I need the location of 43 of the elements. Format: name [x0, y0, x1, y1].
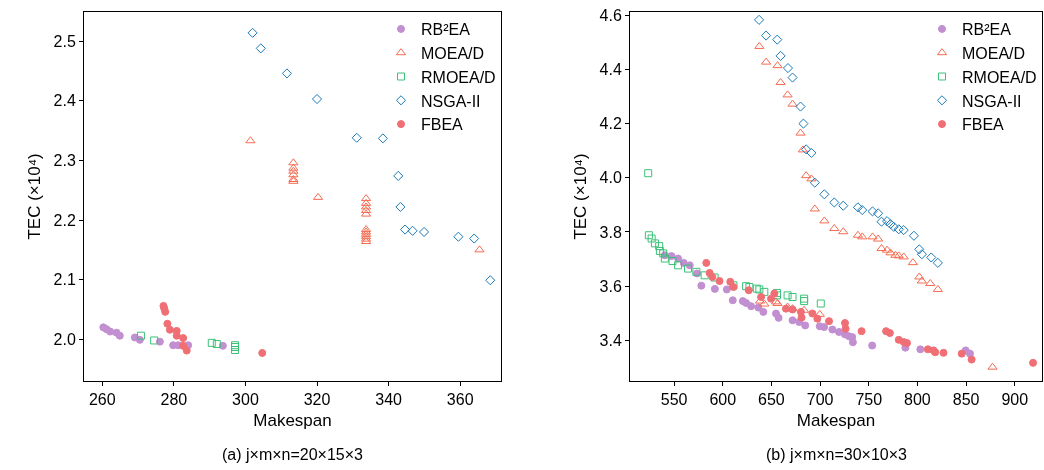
y-tick-label: 2.1 [53, 271, 76, 289]
legend-label: RB²EA [962, 21, 1012, 39]
y-tick-label: 2.5 [53, 32, 76, 50]
legend-label: NSGA-II [962, 92, 1022, 110]
x-tick-label: 600 [709, 391, 737, 409]
y-tick-label: 2.4 [53, 92, 76, 110]
legend-label: MOEA/D [962, 44, 1026, 62]
legend-label: NSGA-II [421, 92, 481, 110]
x-axis-title: Makespan [253, 410, 332, 430]
x-tick-label: 800 [904, 391, 931, 409]
x-tick-label: 750 [855, 391, 883, 409]
legend-label: RMOEA/D [421, 68, 496, 86]
x-tick-label: 320 [303, 391, 331, 409]
text: (a) j×m×n=20×15×3 [222, 446, 364, 463]
y-tick-label: 4.4 [599, 61, 622, 79]
legend-label: RB²EA [421, 21, 471, 39]
legend-label: MOEA/D [421, 44, 485, 62]
text: (b) j×m×n=30×10×3 [766, 446, 908, 463]
y-axis-title: TEC (×10⁴) [25, 153, 45, 240]
x-tick-label: 340 [375, 391, 403, 409]
x-tick-label: 700 [806, 391, 834, 409]
y-tick-label: 2.0 [53, 330, 76, 348]
x-tick-label: 260 [88, 391, 116, 409]
y-axis-title: TEC (×10⁴) [571, 153, 591, 240]
y-tick-label: 4.2 [599, 115, 622, 133]
x-axis-title: Makespan [796, 410, 876, 430]
y-tick-label: 4.6 [599, 6, 622, 24]
legend-label: FBEA [421, 116, 464, 134]
x-tick-label: 850 [952, 391, 980, 409]
y-tick-label: 4.0 [599, 169, 622, 187]
y-tick-label: 2.3 [53, 152, 76, 170]
x-tick-label: 280 [160, 391, 188, 409]
legend-label: FBEA [962, 116, 1005, 134]
x-tick-label: 300 [232, 391, 259, 409]
x-tick-label: 550 [660, 391, 688, 409]
legend-label: RMOEA/D [962, 68, 1037, 86]
x-tick-label: 360 [446, 391, 474, 409]
y-tick-label: 3.6 [599, 277, 622, 295]
x-tick-label: 900 [1001, 391, 1029, 409]
y-tick-label: 3.4 [599, 331, 622, 349]
x-tick-label: 650 [758, 391, 785, 409]
y-tick-label: 2.2 [53, 211, 76, 229]
y-tick-label: 3.8 [599, 223, 622, 241]
